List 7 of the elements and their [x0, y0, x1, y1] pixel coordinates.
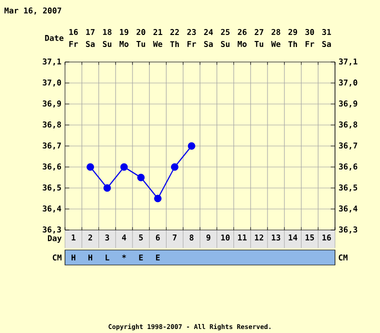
point [137, 174, 145, 182]
point [86, 163, 94, 171]
point [103, 184, 111, 192]
point [170, 163, 178, 171]
point [154, 194, 162, 202]
point [188, 142, 196, 150]
point [120, 163, 128, 171]
